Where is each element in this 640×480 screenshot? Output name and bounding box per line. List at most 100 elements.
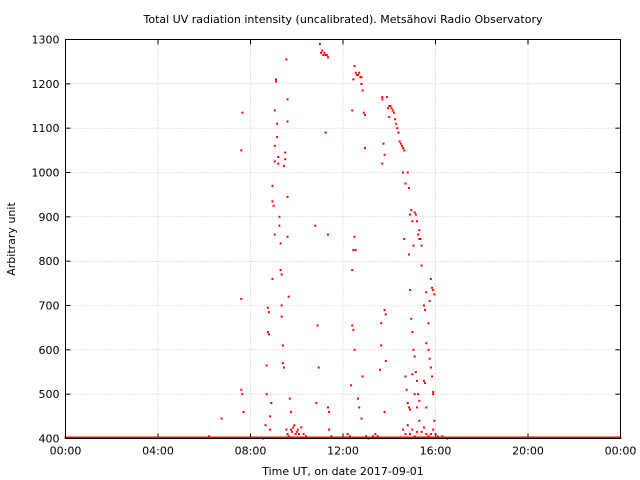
baseline-point (274, 436, 277, 439)
y-tick-label: 700 (39, 300, 60, 313)
baseline-point (448, 436, 451, 439)
baseline-point (458, 436, 461, 439)
baseline-point (151, 436, 154, 439)
baseline-point (493, 436, 496, 439)
baseline-point (331, 436, 334, 439)
baseline-point (184, 436, 187, 439)
baseline-point (531, 436, 534, 439)
data-point (417, 233, 420, 236)
data-point (270, 402, 273, 405)
baseline-point (610, 436, 613, 439)
baseline-point (209, 436, 212, 439)
data-point (384, 359, 387, 362)
baseline-point (471, 436, 474, 439)
data-point (240, 149, 243, 152)
baseline-point (167, 436, 170, 439)
data-point (324, 54, 327, 57)
baseline-point (345, 436, 348, 439)
baseline-point (249, 436, 252, 439)
baseline-point (295, 436, 298, 439)
data-point (363, 113, 366, 116)
data-point (413, 211, 416, 214)
baseline-point (370, 436, 373, 439)
baseline-point (472, 436, 475, 439)
baseline-point (501, 436, 504, 439)
baseline-point (157, 436, 159, 439)
data-point (289, 410, 292, 413)
baseline-point (603, 436, 606, 439)
data-point (277, 162, 280, 165)
baseline-point (310, 436, 313, 439)
baseline-point (154, 436, 157, 439)
data-points-layer (64, 42, 622, 440)
baseline-point (368, 436, 371, 439)
baseline-point (159, 436, 162, 439)
data-point (381, 96, 384, 99)
data-point (271, 184, 274, 187)
baseline-point (339, 436, 342, 439)
baseline-point (402, 436, 405, 439)
data-point (418, 238, 421, 240)
data-point (404, 433, 407, 436)
y-tick-label: 400 (39, 433, 60, 446)
baseline-point (469, 436, 472, 439)
baseline-point (93, 436, 96, 439)
baseline-point (307, 436, 310, 439)
data-point (425, 291, 428, 294)
baseline-point (387, 436, 390, 439)
baseline-point (506, 436, 509, 439)
baseline-point (161, 436, 164, 439)
data-point (240, 297, 243, 300)
baseline-point (524, 436, 527, 439)
baseline-point (276, 436, 279, 439)
baseline-point (513, 436, 516, 439)
baseline-point (141, 436, 144, 439)
data-point (372, 435, 375, 438)
baseline-point (140, 436, 143, 439)
baseline-point (70, 436, 73, 439)
data-point (242, 410, 245, 413)
data-point (429, 433, 432, 436)
data-point (280, 273, 283, 276)
baseline-point (410, 436, 413, 439)
y-tick-label: 1200 (32, 78, 60, 91)
baseline-point (188, 436, 191, 439)
baseline-point (403, 436, 406, 439)
baseline-point (384, 436, 387, 439)
baseline-point (92, 436, 95, 439)
data-point (417, 393, 420, 396)
baseline-point (210, 436, 213, 439)
baseline-point (579, 436, 582, 439)
baseline-point (437, 436, 440, 439)
data-point (425, 433, 428, 436)
baseline-point (433, 436, 436, 439)
baseline-point (258, 436, 261, 439)
baseline-point (456, 436, 459, 439)
baseline-point (363, 436, 366, 439)
baseline-point (248, 436, 251, 439)
baseline-point (169, 436, 172, 439)
baseline-point (406, 436, 409, 439)
baseline-point (444, 436, 447, 439)
baseline-point (203, 436, 206, 439)
baseline-point (272, 436, 275, 439)
data-point (420, 264, 423, 267)
baseline-point (618, 436, 621, 439)
baseline-point (263, 436, 266, 439)
data-point (353, 235, 356, 238)
data-point (280, 315, 283, 318)
data-point (418, 229, 421, 232)
baseline-point (309, 436, 312, 439)
baseline-point (182, 436, 185, 439)
data-point (326, 406, 329, 409)
baseline-point (266, 436, 269, 439)
baseline-point (381, 436, 384, 439)
baseline-point (198, 436, 201, 439)
baseline-point (214, 436, 217, 439)
data-point (292, 426, 295, 429)
baseline-point (566, 436, 569, 439)
baseline-point (498, 436, 501, 439)
data-point (402, 147, 405, 150)
data-point (291, 430, 294, 433)
baseline-point (220, 436, 223, 439)
